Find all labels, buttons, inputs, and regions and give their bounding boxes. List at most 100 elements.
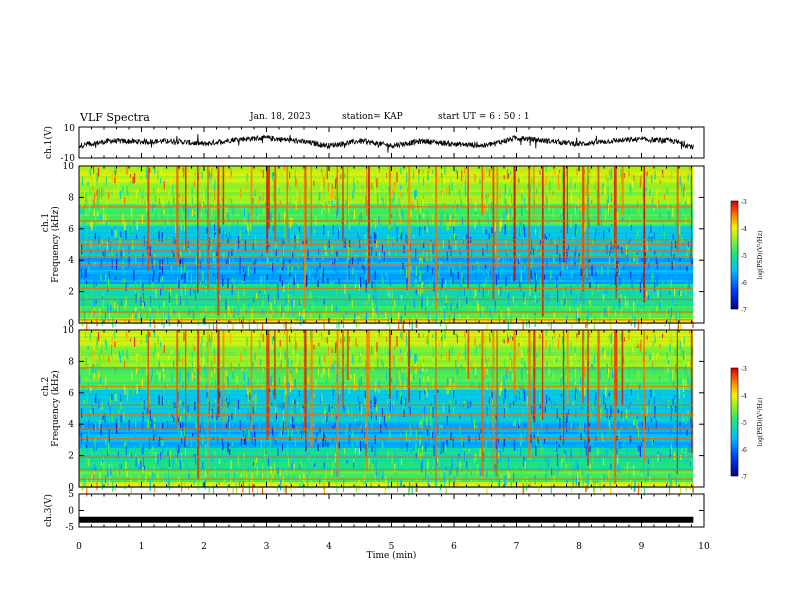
ch1-spec-band — [79, 170, 694, 172]
ch1-spec-speckle — [92, 166, 95, 174]
ch1-spec-speckle — [146, 256, 148, 264]
ch2-spec-speckle — [287, 479, 289, 489]
ch2-spec-speckle — [81, 484, 83, 492]
ch1-spec-speckle — [658, 200, 660, 205]
ch1-spec-speckle — [338, 198, 340, 207]
ch1-spec-speckle — [591, 178, 593, 184]
ch1-spec-speckle — [154, 211, 156, 220]
ch2-spec-speckle — [662, 417, 664, 423]
ch1-spec-speckle — [157, 171, 159, 180]
ch2-spec-speckle — [683, 407, 685, 418]
ch2-spec-speckle — [210, 337, 212, 348]
ch1-spec-speckle — [277, 283, 279, 292]
ch1-spec-burst — [541, 166, 544, 317]
ch2-spec-speckle — [162, 440, 164, 446]
ch1-spec-speckle — [167, 306, 170, 311]
ch1-spec-speckle — [623, 277, 625, 284]
ch1-spec-band — [79, 236, 694, 238]
ch2-spec-speckle — [131, 419, 133, 426]
ch2-spec-speckle — [105, 437, 107, 446]
ch1-spec-speckle — [462, 277, 464, 284]
ch1-spec-speckle — [284, 212, 286, 224]
ch2-spec-speckle — [673, 394, 676, 399]
ch1-spec-speckle — [285, 182, 288, 194]
ch2-spec-speckle — [256, 466, 258, 477]
ch2-spec-speckle — [503, 476, 506, 485]
ch1-spec-speckle — [625, 179, 627, 189]
ch1-spec-speckle — [192, 309, 194, 319]
ch2-spec-speckle — [354, 447, 357, 453]
ch2-spec-speckle — [115, 393, 117, 402]
ch1-spec-speckle — [358, 284, 360, 291]
ch1-spec-speckle — [278, 188, 280, 194]
ch2-spec-speckle — [667, 360, 670, 365]
ch2-spec-speckle — [415, 430, 417, 440]
ch2-spec-speckle — [591, 342, 593, 348]
ch1-spec-speckle — [574, 183, 576, 189]
ch2-spec-speckle — [240, 438, 242, 447]
ch1-spec-speckle — [465, 175, 467, 185]
ch1-spec-speckle — [334, 234, 336, 240]
ch1-spec-speckle — [561, 172, 563, 182]
ch1-spec-speckle — [375, 168, 377, 177]
ch1-spec-speckle — [673, 195, 675, 206]
ch1-spec-speckle — [479, 207, 481, 211]
ch1-spec-speckle — [670, 252, 672, 257]
ch1-spec-speckle — [617, 299, 619, 309]
ch2-spec-speckle — [639, 383, 641, 392]
ch2-spec-speckle — [574, 381, 576, 385]
ch1-spec-speckle — [500, 218, 503, 228]
ch2-spec-speckle — [227, 471, 230, 482]
ch2-spec-speckle — [151, 374, 153, 382]
ch1-spec-speckle — [259, 196, 262, 200]
ch1-spec-speckle — [451, 266, 454, 272]
ch1-spec-speckle — [82, 318, 84, 326]
ch2-spec-speckle — [550, 468, 553, 476]
ch2-spec-speckle — [419, 434, 422, 444]
ch1-spec-speckle — [86, 229, 88, 241]
ch1-spec-speckle — [606, 244, 608, 255]
ch1-spec-speckle — [210, 275, 212, 284]
ch2-spec-speckle — [149, 463, 152, 472]
ch1-spec-speckle — [263, 208, 265, 214]
ch1-spec-speckle — [365, 278, 367, 287]
ch1-spec-speckle — [421, 245, 423, 251]
ch1-spec-speckle — [594, 215, 596, 219]
ch2-spec-band — [79, 398, 694, 400]
ch2-spec-speckle — [427, 376, 429, 383]
ch2-spec-speckle — [221, 450, 223, 454]
ch2-spec-speckle — [273, 434, 275, 445]
ch1-spec-speckle — [231, 249, 233, 256]
ch1-spec-speckle — [607, 265, 609, 276]
ch1-spec-speckle — [230, 198, 233, 208]
ch2-spec-speckle — [370, 346, 373, 354]
ch1-spec-speckle — [326, 166, 328, 178]
ch2-spec-speckle — [110, 462, 112, 467]
ch1-spec-speckle — [639, 240, 641, 246]
ch2-spec-speckle — [547, 416, 549, 424]
ch1-spec-speckle — [352, 190, 354, 200]
ch1-spec-speckle — [400, 167, 402, 174]
ch2-spec-speckle — [633, 419, 635, 426]
ch2-spec-speckle — [304, 463, 306, 473]
ch1-spec-speckle — [690, 294, 692, 299]
ch1-spec-speckle — [266, 273, 268, 281]
ch1-spec-speckle — [244, 240, 247, 252]
ch2-spec-speckle — [221, 445, 223, 452]
ch1-spec-speckle — [405, 201, 407, 210]
ch1-spec-speckle — [340, 174, 342, 180]
ch1-spec-speckle — [252, 198, 254, 203]
ch2-spec-speckle — [290, 411, 293, 416]
ch2-spec-speckle — [210, 372, 212, 377]
ch2-spec-band — [79, 360, 694, 362]
ch1-spec-speckle — [91, 220, 93, 231]
ch1-spec-speckle — [167, 256, 169, 265]
ch2-spec-speckle — [639, 445, 642, 457]
ch1-spec-speckle — [209, 221, 211, 233]
ch1-spec-speckle — [389, 322, 391, 334]
ch2-spec-speckle — [531, 405, 533, 415]
ch1-spec-speckle — [630, 225, 633, 232]
ch2-spec-speckle — [601, 446, 604, 451]
ch1-spec-speckle — [507, 212, 509, 221]
ch1-spec-speckle — [432, 242, 434, 254]
